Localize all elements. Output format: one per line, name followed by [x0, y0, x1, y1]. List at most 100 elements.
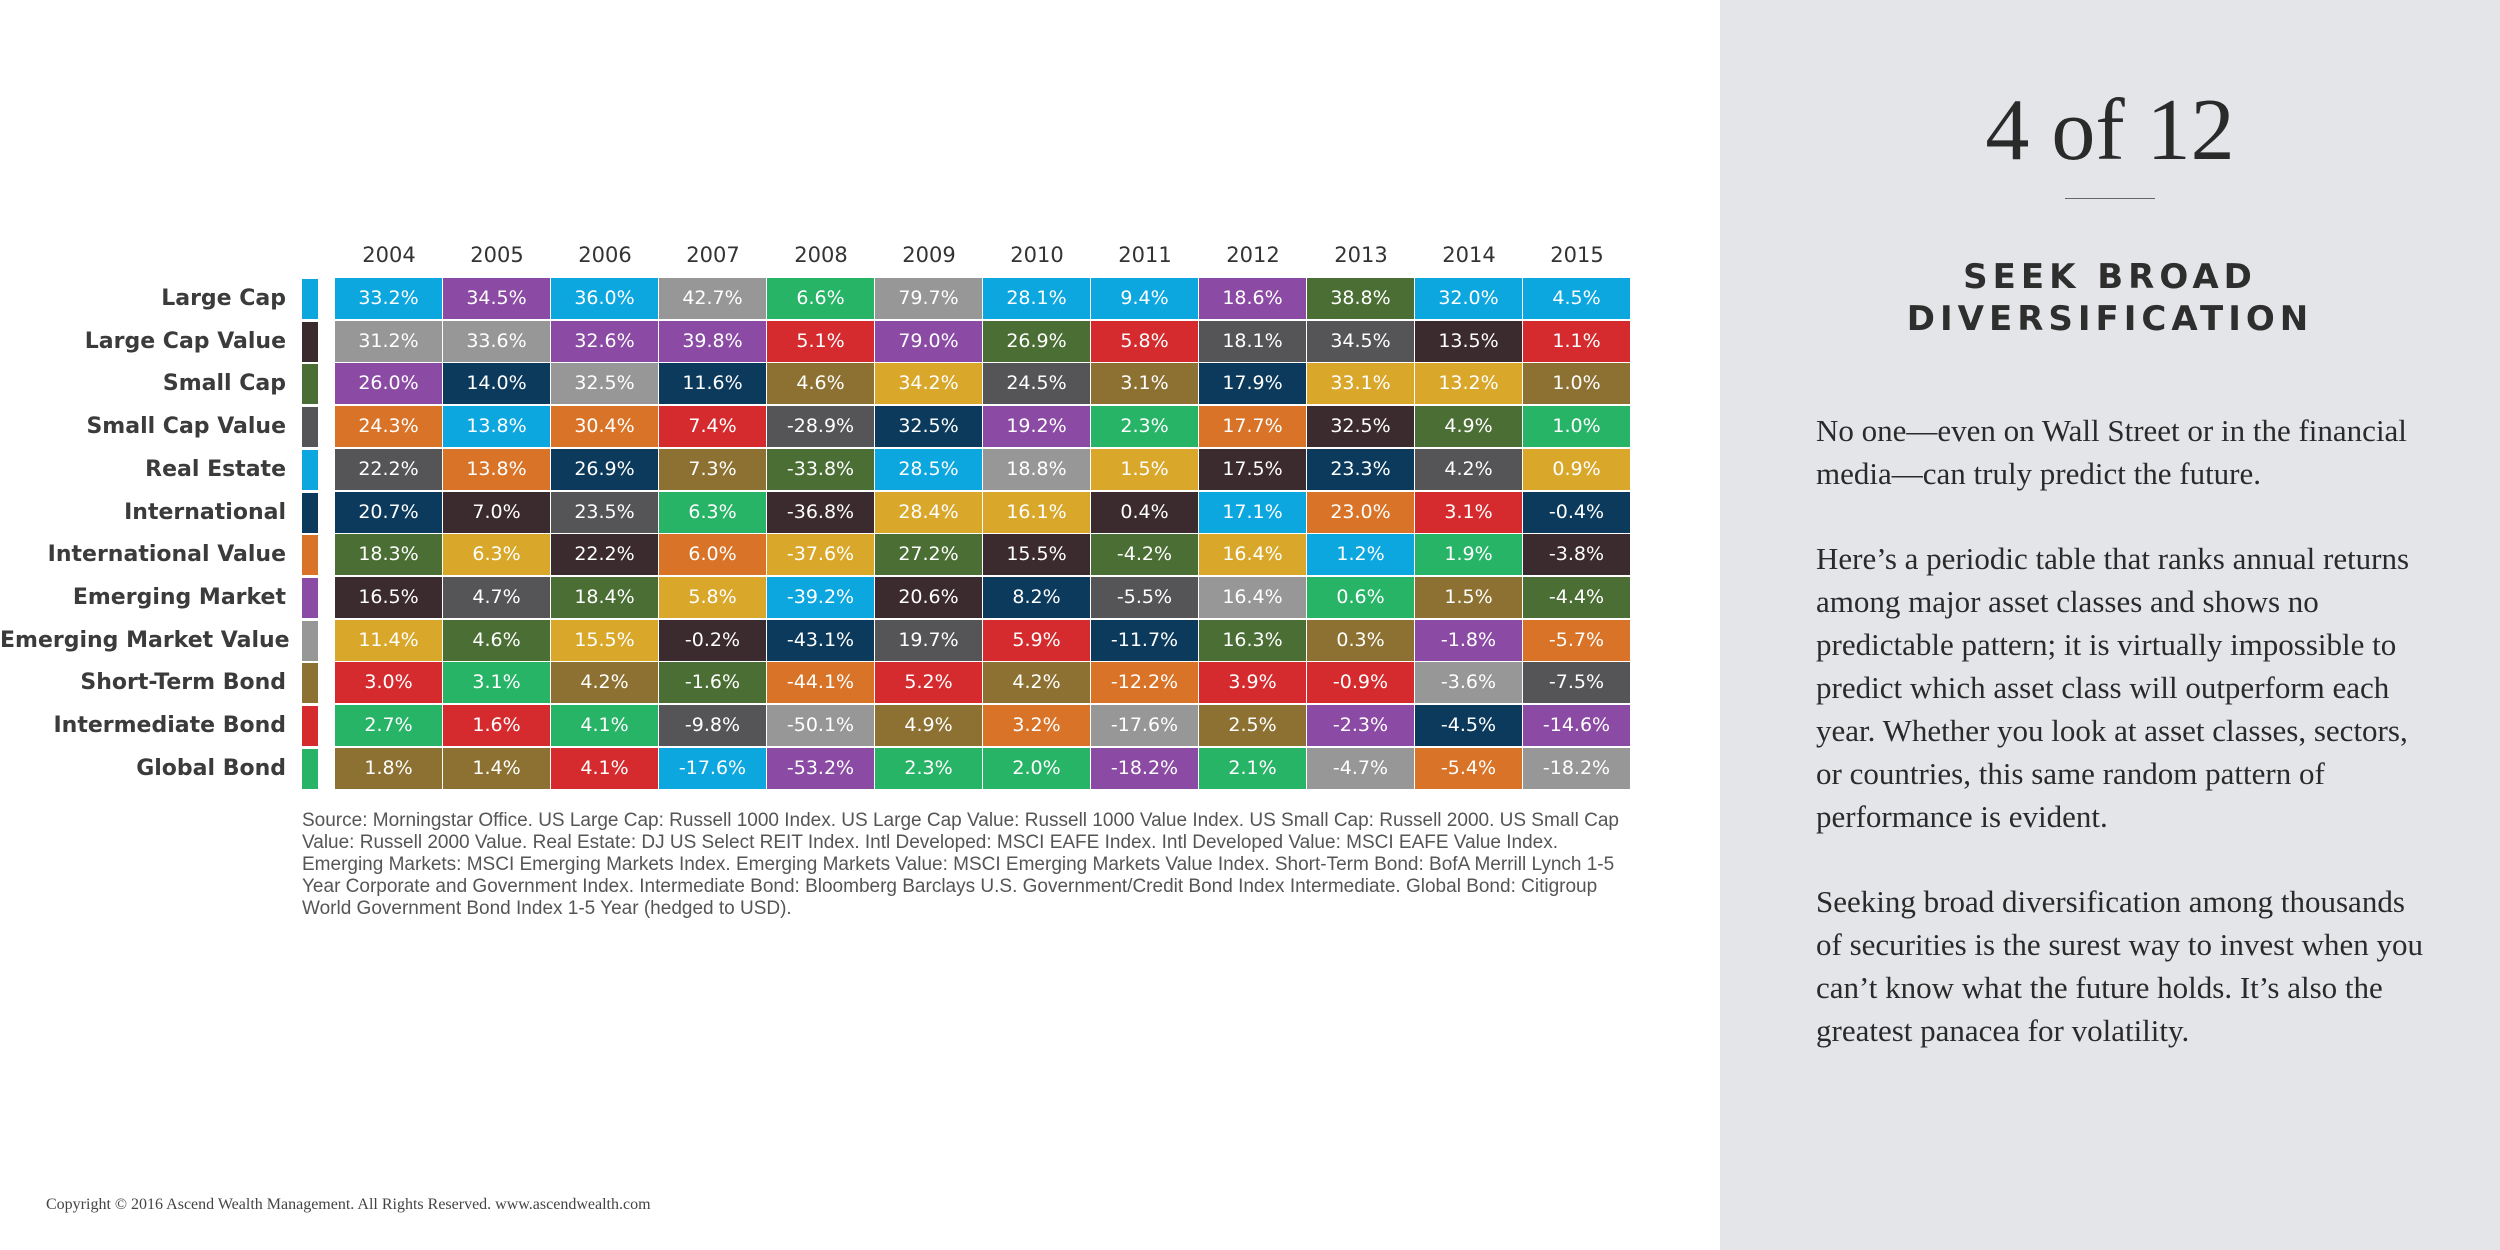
return-cell: 31.2%	[335, 320, 442, 362]
return-cell: -9.8%	[659, 705, 766, 746]
return-cell: -12.2%	[1091, 662, 1198, 704]
return-cell: -17.6%	[1091, 705, 1198, 746]
asset-class-label: Emerging Market Value	[0, 627, 290, 653]
return-cell: 13.8%	[443, 448, 550, 490]
return-cell: 11.4%	[335, 619, 442, 661]
return-cell: 30.4%	[551, 406, 658, 448]
return-cell: 22.2%	[335, 448, 442, 490]
asset-class-swatch	[302, 492, 318, 533]
return-cell: 4.5%	[1523, 278, 1630, 319]
asset-class-swatch	[302, 663, 318, 704]
return-cell: 6.6%	[767, 278, 874, 319]
return-cell: 4.9%	[875, 705, 982, 746]
asset-class-label: Large Cap	[161, 286, 286, 311]
return-cell: -37.6%	[767, 534, 874, 576]
return-cell: -44.1%	[767, 662, 874, 704]
divider-line	[2065, 198, 2155, 199]
return-cell: -5.5%	[1091, 576, 1198, 618]
sidebar-body: No one—even on Wall Street or in the fin…	[1816, 409, 2436, 1094]
return-cell: -18.2%	[1091, 747, 1198, 789]
return-cell: 16.3%	[1199, 619, 1306, 661]
asset-class-swatch	[302, 321, 318, 362]
return-cell: 0.3%	[1307, 619, 1414, 661]
year-label: 2008	[794, 243, 848, 267]
return-cell: 28.1%	[983, 278, 1090, 319]
return-cell: 19.7%	[875, 619, 982, 661]
return-cell: -33.8%	[767, 448, 874, 490]
return-cell: 0.9%	[1523, 448, 1630, 490]
year-label: 2007	[686, 243, 740, 267]
return-cell: 1.1%	[1523, 320, 1630, 362]
return-cell: 17.7%	[1199, 406, 1306, 448]
year-label: 2014	[1442, 243, 1496, 267]
return-cell: 16.4%	[1199, 576, 1306, 618]
return-cell: 2.5%	[1199, 705, 1306, 746]
return-cell: 3.0%	[335, 662, 442, 704]
return-cell: -2.3%	[1307, 705, 1414, 746]
return-cell: 8.2%	[983, 576, 1090, 618]
return-cell: 23.0%	[1307, 491, 1414, 533]
asset-class-label: Large Cap Value	[84, 328, 286, 354]
return-cell: 1.6%	[443, 705, 550, 746]
return-cell: 0.4%	[1091, 491, 1198, 533]
return-cell: 16.5%	[335, 576, 442, 618]
return-cell: 2.0%	[983, 747, 1090, 789]
year-label: 2013	[1334, 243, 1388, 267]
return-cell: 18.4%	[551, 576, 658, 618]
asset-class-label: Short-Term Bond	[80, 670, 286, 696]
return-cell: 32.0%	[1415, 278, 1522, 319]
return-cell: 13.8%	[443, 406, 550, 448]
return-cell: -4.2%	[1091, 534, 1198, 576]
return-cell: 23.3%	[1307, 448, 1414, 490]
chart-panel: 2004 2005 2006 2007 2008 2009 2010 2011 2012 2013…	[0, 243, 1630, 1213]
return-cell: 15.5%	[983, 534, 1090, 576]
asset-class-swatch	[302, 449, 318, 490]
return-cell: 7.3%	[659, 448, 766, 490]
return-cell: 33.2%	[335, 278, 442, 319]
return-cell: 1.9%	[1415, 534, 1522, 576]
return-cell: 18.3%	[335, 534, 442, 576]
return-cell: 20.6%	[875, 576, 982, 618]
asset-class-label: Intermediate Bond	[53, 713, 286, 738]
return-cell: -4.7%	[1307, 747, 1414, 789]
sidebar-heading: SEEK BROAD DIVERSIFICATION	[1720, 256, 2500, 340]
return-cell: 79.0%	[875, 320, 982, 362]
return-cell: 39.8%	[659, 320, 766, 362]
return-cell: 5.8%	[659, 576, 766, 618]
return-cell: 32.5%	[1307, 406, 1414, 448]
asset-class-swatch	[302, 748, 318, 789]
asset-class-swatch	[302, 407, 318, 448]
return-cell: 7.4%	[659, 406, 766, 448]
slide-number: 4 of 12	[1985, 82, 2235, 179]
return-cell: 5.9%	[983, 619, 1090, 661]
return-cell: -4.5%	[1415, 705, 1522, 746]
asset-class-label: Emerging Market	[72, 584, 286, 610]
return-cell: 5.8%	[1091, 320, 1198, 362]
asset-class-label: Real Estate	[145, 456, 286, 482]
return-cell: 26.9%	[983, 320, 1090, 362]
paragraph-3: Seeking broad diversification among thou…	[1816, 884, 2423, 1048]
return-cell: 33.1%	[1307, 363, 1414, 405]
return-cell: -39.2%	[767, 576, 874, 618]
return-cell: 24.5%	[983, 363, 1090, 405]
return-cell: -3.6%	[1415, 662, 1522, 704]
return-cell: 27.2%	[875, 534, 982, 576]
return-cell: 22.2%	[551, 534, 658, 576]
paragraph-1: No one—even on Wall Street or in the fin…	[1816, 413, 2407, 491]
return-cell: 34.5%	[443, 278, 550, 319]
heading-line-2: DIVERSIFICATION	[1906, 299, 2314, 339]
return-cell: -43.1%	[767, 619, 874, 661]
return-cell: 16.4%	[1199, 534, 1306, 576]
return-cell: 17.9%	[1199, 363, 1306, 405]
sidebar-panel: 4 of 12 SEEK BROAD DIVERSIFICATION No on…	[1720, 0, 2500, 1250]
return-cell: -53.2%	[767, 747, 874, 789]
return-cell: 34.5%	[1307, 320, 1414, 362]
year-label: 2010	[1010, 243, 1064, 267]
year-label: 2005	[470, 243, 524, 267]
return-cell: 23.5%	[551, 491, 658, 533]
return-cell: 4.1%	[551, 705, 658, 746]
asset-class-swatch	[302, 706, 318, 746]
asset-class-swatch	[302, 620, 318, 661]
return-cell: 13.5%	[1415, 320, 1522, 362]
return-cell: 5.1%	[767, 320, 874, 362]
